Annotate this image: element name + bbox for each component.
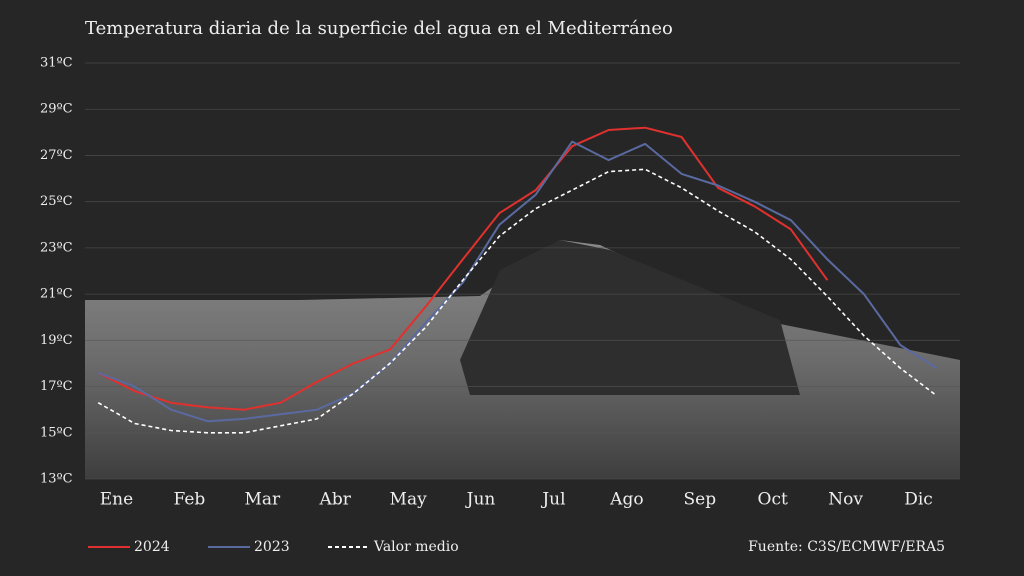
y-tick-label: 17ºC bbox=[40, 379, 73, 394]
y-tick-label: 21ºC bbox=[40, 287, 73, 302]
x-tick-label: Mar bbox=[244, 490, 281, 510]
x-tick-label: Sep bbox=[683, 490, 716, 510]
x-tick-label: Ene bbox=[100, 490, 133, 510]
x-tick-label: Jul bbox=[540, 490, 565, 510]
y-tick-label: 23ºC bbox=[40, 240, 73, 255]
photo-car bbox=[460, 240, 800, 395]
y-tick-label: 13ºC bbox=[40, 472, 73, 487]
x-tick-label: Jun bbox=[465, 490, 496, 510]
y-tick-label: 29ºC bbox=[40, 102, 73, 117]
chart-title: Temperatura diaria de la superficie del … bbox=[85, 18, 673, 39]
legend-label: Valor medio bbox=[373, 539, 459, 555]
x-tick-label: Ago bbox=[609, 490, 643, 510]
x-tick-label: Feb bbox=[173, 490, 205, 510]
source: Fuente: C3S/ECMWF/ERA5 bbox=[748, 539, 945, 555]
y-tick-label: 25ºC bbox=[40, 194, 73, 209]
x-tick-label: May bbox=[390, 490, 428, 510]
line-1 bbox=[97, 140, 938, 423]
x-tick-label: Dic bbox=[904, 490, 933, 510]
x-tick-label: Abr bbox=[319, 490, 352, 510]
y-tick-label: 19ºC bbox=[40, 333, 73, 348]
y-tick-label: 27ºC bbox=[40, 148, 73, 163]
x-tick-label: Nov bbox=[828, 490, 863, 510]
y-tick-label: 31ºC bbox=[40, 56, 73, 71]
x-tick-label: Oct bbox=[758, 490, 788, 510]
legend-label: 2023 bbox=[254, 539, 290, 555]
legend-label: 2024 bbox=[134, 539, 170, 555]
y-tick-label: 15ºC bbox=[40, 425, 73, 440]
line-0 bbox=[97, 126, 829, 411]
